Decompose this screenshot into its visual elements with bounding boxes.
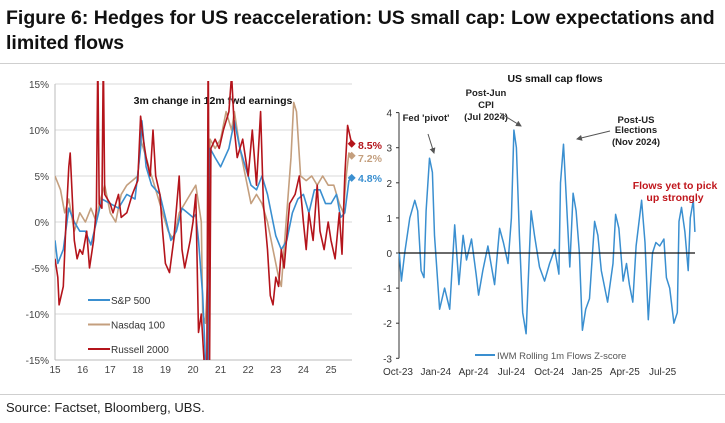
legend-label: Russell 2000 bbox=[111, 345, 169, 356]
chart-title: 3m change in 12m fwd earnings bbox=[134, 95, 293, 107]
annotation-text: (Nov 2024) bbox=[612, 137, 660, 148]
annotation-text: Fed 'pivot' bbox=[403, 113, 450, 124]
x-tick-label: 17 bbox=[105, 365, 117, 376]
y-tick-label: 2 bbox=[386, 179, 392, 190]
x-tick-label: Oct-23 bbox=[383, 367, 413, 378]
x-tick-label: 23 bbox=[270, 365, 282, 376]
flows-chart: US small cap flows 4 3 2 1 0 -1 -2 -3 Oct-23 Jan-2… bbox=[383, 73, 717, 378]
annotation-text: Elections bbox=[615, 125, 657, 136]
x-tick-label: Jan-25 bbox=[572, 367, 603, 378]
legend-label: S&P 500 bbox=[111, 296, 151, 307]
x-tick-label: 20 bbox=[187, 365, 199, 376]
x-tick-label: Apr-24 bbox=[459, 367, 489, 378]
x-tick-label: 16 bbox=[77, 365, 89, 376]
figure-title: Figure 6: Hedges for US reacceleration: … bbox=[6, 7, 715, 54]
x-tick-label: 22 bbox=[243, 365, 255, 376]
end-value-label: 4.8% bbox=[358, 173, 383, 185]
y-tick-label: -10% bbox=[26, 310, 49, 321]
earnings-chart: 15% 10% 5% 0% -5% -10% -15%15 16 17 18 19 20 21 22 23 2… bbox=[26, 80, 383, 376]
x-tick-label: 19 bbox=[160, 365, 172, 376]
chart-title: US small cap flows bbox=[507, 73, 602, 85]
annotation-arrow bbox=[576, 130, 611, 141]
y-tick-label: 5% bbox=[35, 172, 50, 183]
annotation-text: Post-US bbox=[618, 115, 655, 126]
x-tick-label: 24 bbox=[298, 365, 310, 376]
y-tick-label: -2 bbox=[383, 319, 392, 330]
y-tick-label: -1 bbox=[383, 284, 392, 295]
end-value-label: 7.2% bbox=[358, 153, 383, 165]
annotation-arrow bbox=[499, 112, 522, 127]
end-value-label: 8.5% bbox=[358, 140, 383, 152]
annotation-text: (Jul 2024) bbox=[464, 112, 508, 123]
source-note: Source: Factset, Bloomberg, UBS. bbox=[6, 400, 205, 415]
x-tick-label: Oct-24 bbox=[534, 367, 564, 378]
annotation-text: Post-Jun bbox=[466, 88, 507, 99]
x-tick-label: Jan-24 bbox=[421, 367, 452, 378]
series-line-s-p-500 bbox=[55, 120, 352, 360]
annotation-text: up strongly bbox=[646, 192, 703, 204]
series-line-iwm-flows bbox=[398, 129, 696, 335]
source-divider bbox=[0, 394, 725, 395]
legend-label: IWM Rolling 1m Flows Z-score bbox=[497, 351, 626, 362]
y-tick-label: 0% bbox=[35, 218, 50, 229]
x-tick-label: 25 bbox=[325, 365, 337, 376]
end-marker bbox=[347, 173, 356, 182]
series-line-russell-2000 bbox=[55, 81, 352, 360]
x-tick-label: 21 bbox=[215, 365, 227, 376]
end-marker bbox=[347, 139, 356, 148]
x-tick-label: Jul-25 bbox=[649, 367, 677, 378]
y-tick-label: 1 bbox=[386, 214, 392, 225]
y-tick-label: -3 bbox=[383, 354, 392, 365]
x-tick-label: 18 bbox=[132, 365, 144, 376]
annotation-text: Flows yet to pick bbox=[633, 180, 718, 192]
annotation-arrow bbox=[427, 133, 436, 154]
y-tick-label: 0 bbox=[386, 249, 392, 260]
y-tick-label: 10% bbox=[29, 126, 49, 137]
legend-label: Nasdaq 100 bbox=[111, 321, 165, 332]
y-tick-label: 3 bbox=[386, 144, 392, 155]
end-marker bbox=[347, 151, 356, 160]
x-tick-label: Jul-24 bbox=[498, 367, 526, 378]
y-tick-label: -5% bbox=[31, 264, 49, 275]
y-tick-label: -15% bbox=[26, 356, 49, 367]
series-line-nasdaq-100 bbox=[55, 101, 352, 325]
title-divider bbox=[0, 63, 725, 64]
y-tick-label: 4 bbox=[386, 109, 392, 120]
x-tick-label: Apr-25 bbox=[610, 367, 640, 378]
y-tick-label: 15% bbox=[29, 80, 49, 91]
annotation-text: CPI bbox=[478, 100, 494, 111]
x-tick-label: 15 bbox=[49, 365, 61, 376]
